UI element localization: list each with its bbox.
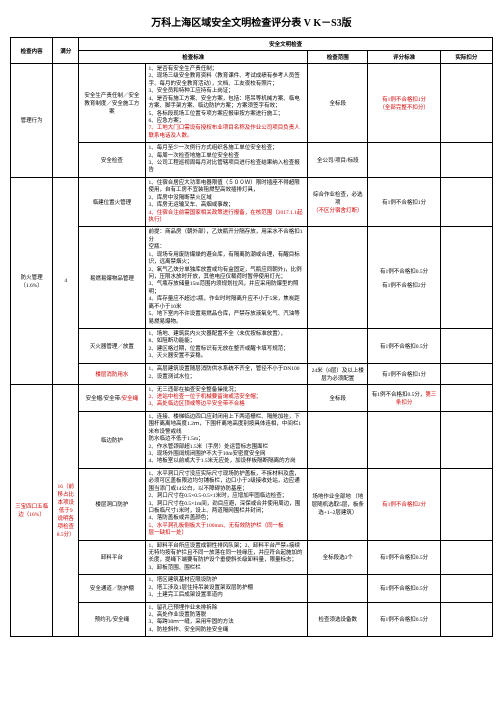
col-rule: 评分标准 — [368, 51, 440, 64]
range-cell: 全标段选3个 — [308, 540, 368, 575]
rule-cell: 有1例不合格扣1分（全部完整不扣分） — [368, 64, 440, 143]
item-cell: 易燃易爆物品管理 — [79, 227, 145, 328]
rule-cell: 有1例不合格扣0.5分有1例不合格扣2分 — [368, 227, 440, 328]
rule-cell: 有1例不合格扣0.5分，第三条扣分 — [368, 384, 440, 411]
range-cell: 检查须选设备数 — [308, 602, 368, 637]
rule-cell — [368, 143, 440, 178]
item-cell: 楼层消防用水 — [79, 363, 145, 384]
range-cell: 24米（8层）及以上楼层为必须配置 — [308, 363, 368, 384]
rule-cell: 有1例不合格扣0.5分 — [368, 602, 440, 637]
standard-cell: 1、住宿合居应大功率电器限值（５００Ｗ）限时插座不得超限使用，自有工房不宜装阻燃… — [145, 177, 308, 227]
col-range: 检查范围 — [308, 51, 368, 64]
actual-cell — [440, 227, 492, 328]
standard-cell: 1、塔区建筑基材应限设防护2、塔工涉及1层住持吊装设置架双层防护棚3、土建完工后… — [145, 575, 308, 602]
actual-cell — [440, 177, 492, 227]
item-cell: 安全检查 — [79, 143, 145, 178]
range-cell — [308, 411, 368, 468]
standard-cell: 1、卸料平台所应设置成钢性排风队架；2、卸料平台严禁±接续无特均按有护拦且不同一… — [145, 540, 308, 575]
rule-cell: 有1例不合格扣0.5分 — [368, 575, 440, 602]
rule-cell — [368, 411, 440, 468]
item-cell: 安全通道／防护棚 — [79, 575, 145, 602]
item-cell: 楼层洞口防护 — [79, 468, 145, 540]
inspection-table: 检查内容 满分 安全文明检查 检查标准 检查范围 评分标准 实际扣分 管理行为安… — [10, 37, 493, 637]
actual-cell — [440, 328, 492, 363]
range-cell — [308, 227, 368, 328]
actual-cell — [440, 468, 492, 540]
range-cell — [308, 575, 368, 602]
actual-cell — [440, 411, 492, 468]
score-cell: 16（前移占比本项设低于9说明各项检查8.5分） — [53, 384, 79, 637]
range-cell: 全标段 — [308, 64, 368, 143]
item-cell: 临边防护 — [79, 411, 145, 468]
rule-cell: 有1例不合格扣0.5分 — [368, 540, 440, 575]
item-cell: 灭火器管理／放置 — [79, 328, 145, 363]
rule-cell: 有1例不合格扣2分 — [368, 468, 440, 540]
col-actual: 实际扣分 — [440, 51, 492, 64]
col-score: 满分 — [53, 38, 79, 64]
range-cell — [308, 328, 368, 363]
standard-cell: 1、无三违部在抽查安全整备操批况；2、进站中检查一位于机械要留询或活安全帽；3、… — [145, 384, 308, 411]
actual-cell — [440, 602, 492, 637]
rule-cell: 有1例不合格扣1分 — [368, 363, 440, 384]
actual-cell — [440, 143, 492, 178]
actual-cell — [440, 363, 492, 384]
standard-cell: 1、留孔已预埋作业未排拆除2、高处作业设置防落脱3、每跨30ｍ一缝，采用牢固的方… — [145, 602, 308, 637]
item-cell: 临建位置火管理 — [79, 177, 145, 227]
standard-cell: 1、每月至少一次例行方式组织各施工单位安全检查；2、每周一次检查地施工单位安全检… — [145, 143, 308, 178]
standard-cell: 前提：商品房（朝外部），乙炔瓶开分隔存放，用采水不合格扣1分空瓶：1、现场专用废… — [145, 227, 308, 328]
range-cell: 全公司/项目/标段 — [308, 143, 368, 178]
actual-cell — [440, 575, 492, 602]
item-cell: 预约孔/安全绳 — [79, 602, 145, 637]
rule-cell: 有1例不合格扣0.5分 — [368, 328, 440, 363]
actual-cell — [440, 64, 492, 143]
range-cell: 全标段 — [308, 384, 368, 411]
range-cell: 综合作业检查，必选项（不区分宿舍灯断） — [308, 177, 368, 227]
actual-cell — [440, 540, 492, 575]
standard-cell: 1、高层建筑设置随层消防供水系统不齐全，管径不小于DN1002、设置测试水位； — [145, 363, 308, 384]
range-cell: 场地作业全部地 （地层随机选取5层，板条选+1~2层建筑） — [308, 468, 368, 540]
standard-cell: 1、是否有安全生产责任制；2、现场三级安全教育资料（教育课件、考试成绩有参考人员… — [145, 64, 308, 143]
item-cell: 安全生产责任制／安全教育制度／安全施工方案 — [79, 64, 145, 143]
doc-title: 万科上海区域安全文明检查评分表 V K－S3版 — [10, 14, 493, 29]
rule-cell: 有1例不合格扣1分 — [368, 177, 440, 227]
actual-cell — [440, 384, 492, 411]
category-cell: 管理行为 — [11, 64, 53, 178]
section-header: 安全文明检查 — [79, 38, 493, 51]
standard-cell: 1、水平洞口尺寸没应实际尺寸现场防护盖板，不拆材料及盘，必须可区盖板限边均匀铺板… — [145, 468, 308, 540]
category-cell: 防火管理（1.6%） — [11, 177, 53, 384]
category-cell: 三宝四口五临边（16%） — [11, 384, 53, 637]
score-cell — [53, 64, 79, 178]
score-cell: 4 — [53, 177, 79, 384]
standard-cell: 1、场地、建筑民内火灾器配置不全（未优按标准放置），8、如阻断功能能；2、建区格… — [145, 328, 308, 363]
col-standard: 检查标准 — [79, 51, 308, 64]
item-cell: 卸料平台 — [79, 540, 145, 575]
col-category: 检查内容 — [11, 38, 53, 64]
item-cell: 安全帽/安全带/安全绳 — [79, 384, 145, 411]
standard-cell: 1、连接、楼梯临边四口应封闭用上下两道栅栏、隔舱加挂，下围杆离离地高度1.2ｍ，… — [145, 411, 308, 468]
